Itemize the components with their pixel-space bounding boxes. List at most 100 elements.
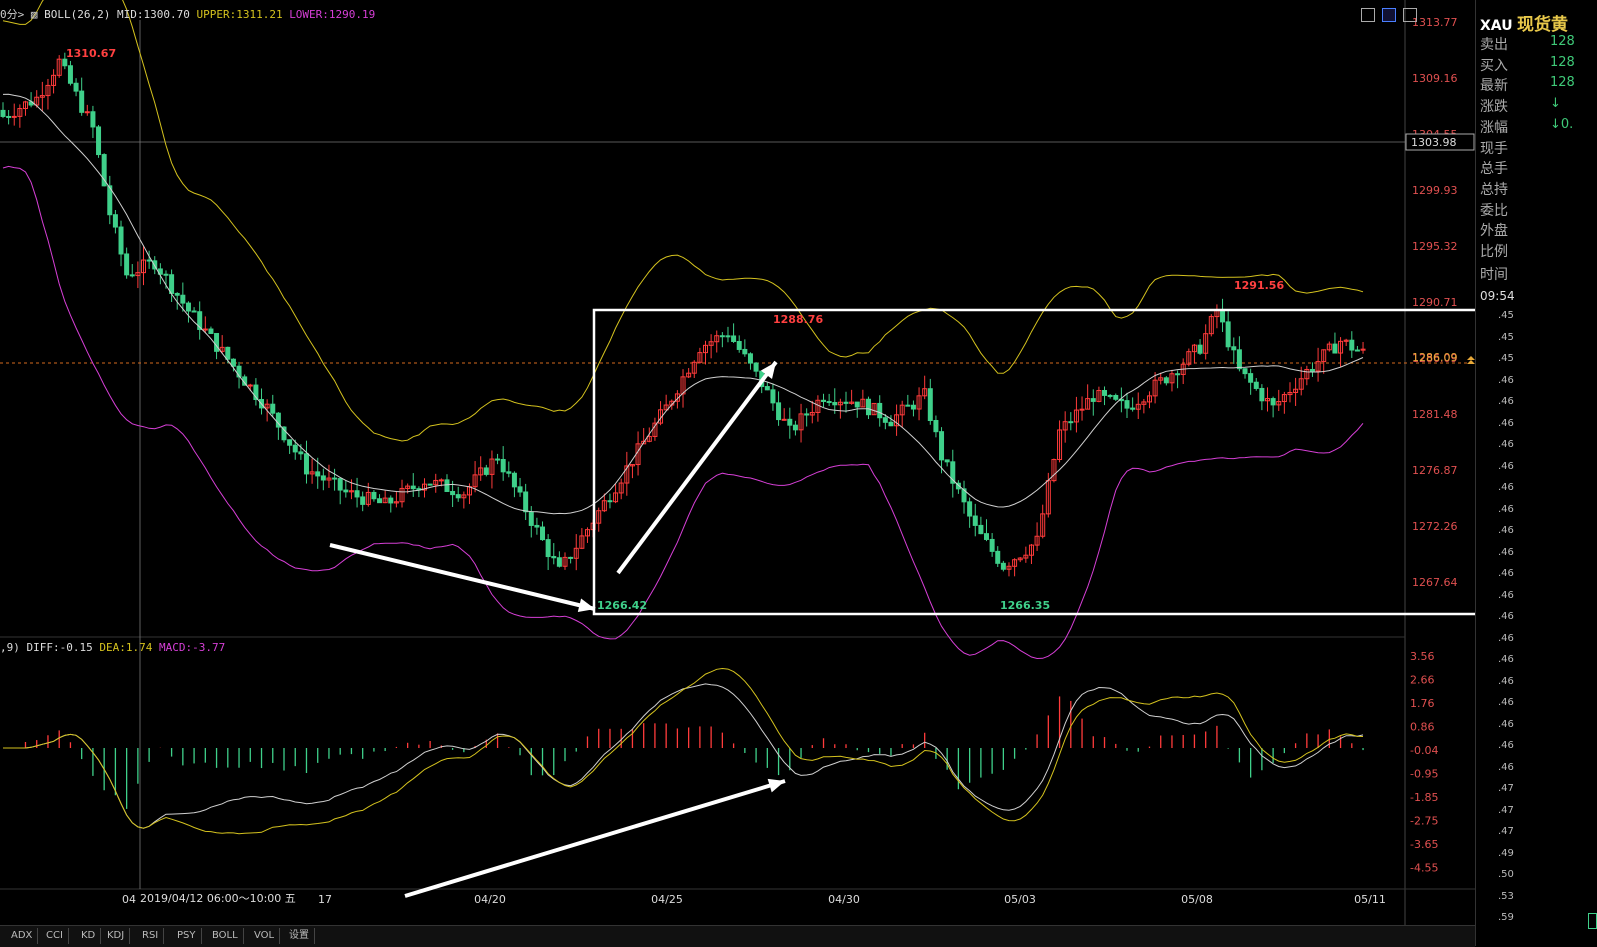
quote-row: 涨跌 ↓ bbox=[1480, 96, 1561, 116]
tick-row: .45 bbox=[1498, 353, 1514, 364]
candle-body bbox=[377, 498, 383, 504]
candle-body bbox=[51, 74, 57, 86]
macd-dea-line bbox=[3, 667, 1364, 835]
candle-body bbox=[837, 401, 843, 406]
candle-body bbox=[0, 109, 6, 117]
time-label: 时间 bbox=[1480, 267, 1508, 283]
candle-body bbox=[343, 489, 349, 493]
candle-body bbox=[916, 395, 922, 410]
candle-body bbox=[804, 413, 810, 416]
tab-kd[interactable]: KD bbox=[76, 928, 102, 944]
boll-mid: MID:1300.70 bbox=[116, 8, 190, 21]
candle-body bbox=[309, 471, 315, 475]
candle-body bbox=[832, 402, 838, 406]
macd-header: ,9) DIFF:-0.15 DEA:1.74 MACD:-3.77 bbox=[0, 641, 225, 654]
candle-body bbox=[719, 335, 725, 338]
candle-body bbox=[275, 412, 281, 428]
candle-body bbox=[961, 488, 967, 503]
candle-body bbox=[871, 402, 877, 416]
tick-row: .45 bbox=[1498, 310, 1514, 321]
tab-设置[interactable]: 设置 bbox=[284, 928, 315, 944]
candle-body bbox=[1225, 321, 1231, 348]
candle-body bbox=[292, 444, 298, 453]
candle-body bbox=[393, 501, 399, 504]
date-label: 04/20 bbox=[474, 893, 506, 906]
tab-psy[interactable]: PSY bbox=[172, 928, 202, 944]
candle-body bbox=[1354, 349, 1360, 352]
candle-body bbox=[534, 524, 540, 528]
candle-body bbox=[1253, 381, 1259, 389]
candle-body bbox=[1208, 316, 1214, 335]
candle-body bbox=[101, 154, 107, 187]
candle-body bbox=[1360, 348, 1366, 351]
candle-body bbox=[613, 492, 619, 503]
candle-body bbox=[663, 404, 669, 411]
panel-icon[interactable] bbox=[1403, 8, 1418, 22]
candle-body bbox=[714, 335, 720, 343]
candle-body bbox=[185, 302, 191, 312]
tab-kdj[interactable]: KDJ bbox=[102, 928, 131, 944]
price-tick-label: 1309.16 bbox=[1412, 72, 1458, 85]
candle-body bbox=[742, 348, 748, 355]
macd-tick-label: -4.55 bbox=[1410, 862, 1438, 875]
candle-body bbox=[1057, 429, 1063, 461]
mode-icon[interactable] bbox=[1382, 8, 1397, 22]
low-annotation: 1266.42 bbox=[597, 599, 647, 612]
tab-adx[interactable]: ADX bbox=[6, 928, 39, 944]
candle-body bbox=[882, 417, 888, 423]
candle-body bbox=[1124, 400, 1130, 409]
candle-body bbox=[11, 115, 17, 118]
tab-rsi[interactable]: RSI bbox=[137, 928, 165, 944]
candle-body bbox=[1203, 333, 1209, 354]
candle-body bbox=[1017, 557, 1023, 561]
candle-body bbox=[787, 418, 793, 426]
tick-row: .46 bbox=[1498, 740, 1514, 751]
macd-diff: DIFF:-0.15 bbox=[26, 641, 93, 654]
candle-body bbox=[169, 274, 175, 294]
candle-body bbox=[894, 414, 900, 427]
candles-group bbox=[0, 52, 1366, 577]
candle-body bbox=[989, 538, 995, 552]
candle-body bbox=[984, 533, 989, 540]
candle-body bbox=[703, 344, 708, 354]
tab-boll[interactable]: BOLL bbox=[207, 928, 244, 944]
candle-body bbox=[1023, 554, 1029, 559]
quote-row-value: ↓0. bbox=[1550, 116, 1574, 132]
candle-body bbox=[517, 486, 523, 493]
tick-row: .59 bbox=[1498, 912, 1514, 923]
candle-body bbox=[708, 341, 714, 346]
candle-body bbox=[247, 384, 253, 387]
candle-body bbox=[365, 491, 371, 505]
candle-body bbox=[84, 111, 90, 114]
candle-body bbox=[399, 487, 405, 503]
candle-body bbox=[933, 419, 939, 433]
candle-body bbox=[112, 214, 118, 228]
low-annotation: 1266.35 bbox=[1000, 599, 1050, 612]
candle-body bbox=[405, 485, 411, 489]
quote-row-value: 128 bbox=[1550, 75, 1575, 91]
candle-body bbox=[1079, 408, 1085, 411]
candle-body bbox=[568, 556, 574, 559]
candle-body bbox=[551, 556, 557, 559]
boll-label: BOLL(26,2) bbox=[44, 8, 111, 21]
candle-body bbox=[674, 393, 680, 402]
tick-row: .46 bbox=[1498, 654, 1514, 665]
candle-body bbox=[461, 494, 467, 499]
candle-body bbox=[264, 403, 270, 409]
scroll-indicator[interactable] bbox=[1588, 913, 1597, 929]
price-tick-label: 1290.71 bbox=[1412, 296, 1458, 309]
crosshair-price-label: 1303.98 bbox=[1411, 136, 1457, 149]
candle-body bbox=[562, 556, 568, 567]
candle-body bbox=[124, 253, 130, 276]
candle-body bbox=[972, 515, 978, 526]
tick-row: .46 bbox=[1498, 503, 1514, 515]
candle-body bbox=[433, 479, 439, 486]
candle-body bbox=[646, 435, 652, 442]
tab-cci[interactable]: CCI bbox=[41, 928, 69, 944]
date-label: 05/08 bbox=[1181, 893, 1213, 906]
candle-body bbox=[253, 384, 259, 400]
quote-row: 委比 bbox=[1480, 200, 1508, 220]
tab-vol[interactable]: VOL bbox=[249, 928, 281, 944]
layout-icon[interactable] bbox=[1361, 8, 1375, 22]
